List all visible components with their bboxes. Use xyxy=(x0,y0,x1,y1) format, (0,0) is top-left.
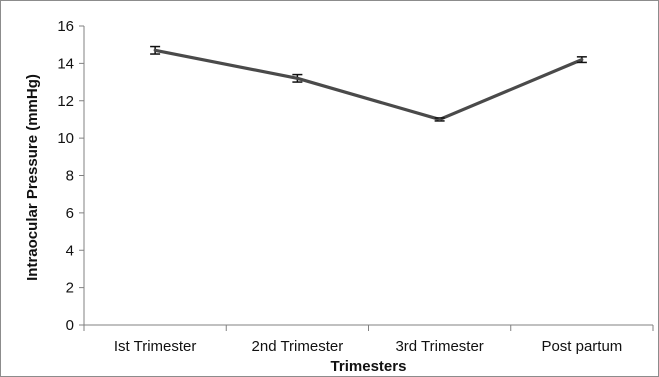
axes xyxy=(83,26,653,326)
series-line xyxy=(154,48,583,122)
y-tick-label: 16 xyxy=(57,18,74,35)
y-axis-title: Intraocular Pressure (mmHg) xyxy=(24,74,41,281)
x-axis-ticks: Ist Trimester 2nd Trimester 3rd Trimester P… xyxy=(83,325,654,355)
y-axis-ticks: 0 2 4 6 8 10 12 14 16 xyxy=(57,18,84,334)
y-tick-label: 12 xyxy=(57,93,74,110)
y-tick-label: 2 xyxy=(66,280,74,297)
x-tick-label: 2nd Trimester xyxy=(252,338,344,355)
y-tick-label: 14 xyxy=(57,55,74,72)
series-layer xyxy=(150,45,587,122)
y-tick-label: 0 xyxy=(66,317,74,334)
y-tick-label: 10 xyxy=(57,130,74,147)
data-point xyxy=(438,117,442,121)
data-point xyxy=(153,48,157,52)
y-tick-label: 6 xyxy=(66,205,74,222)
data-point xyxy=(580,58,584,62)
data-point xyxy=(295,76,299,80)
y-tick-label: 8 xyxy=(66,168,74,185)
x-tick-label: Ist Trimester xyxy=(114,338,197,355)
y-tick-label: 4 xyxy=(66,242,74,259)
x-tick-label: Post partum xyxy=(541,338,622,355)
x-axis-title: Trimesters xyxy=(331,358,407,375)
x-tick-label: 3rd Trimester xyxy=(395,338,483,355)
